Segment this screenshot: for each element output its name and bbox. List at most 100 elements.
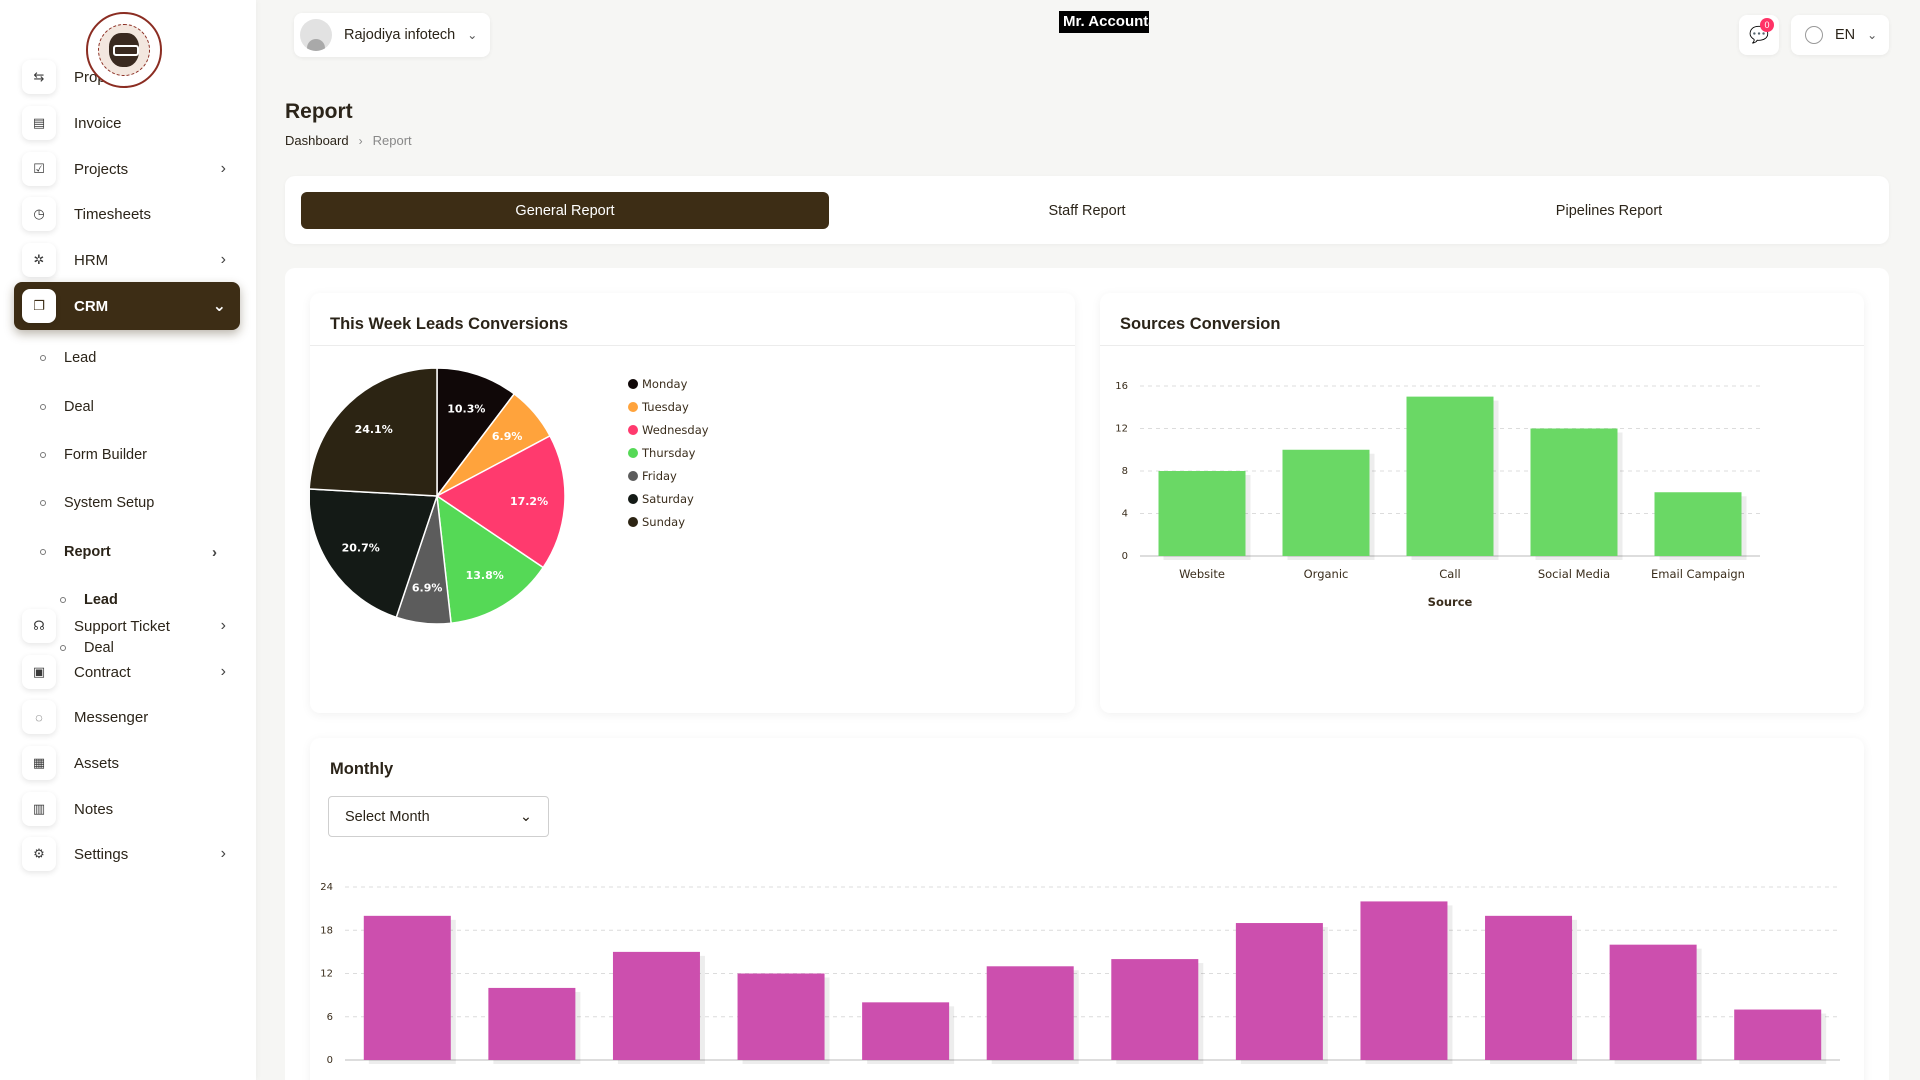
company-switcher[interactable]: Rajodiya infotech ⌄ — [294, 13, 490, 57]
notification-badge: 0 — [1760, 18, 1774, 32]
bullet-icon — [40, 500, 46, 506]
x-tick-label: Social Media — [1538, 567, 1610, 581]
chevron-right-icon: › — [220, 663, 226, 680]
legend-marker — [628, 402, 638, 412]
legend-label: Monday — [642, 377, 688, 391]
pie-slice — [435, 434, 566, 569]
pie-slice — [310, 488, 439, 619]
sources-conversion-card: Sources Conversion 0 4 8 12 16 Website Organic… — [1100, 293, 1864, 713]
monthly-card: Monthly Select Month ⌄ 0 6 12 18 24 — [310, 738, 1864, 1080]
leads-conversion-card: This Week Leads Conversions 10.3% 6.9% 17.… — [310, 293, 1075, 713]
crm-subitem-deal[interactable]: Deal — [40, 392, 94, 422]
messages-button[interactable]: 💬 0 — [1739, 15, 1779, 55]
bar — [363, 915, 451, 1060]
sidebar-item-label: Notes — [74, 800, 114, 818]
gear-icon: ⚙ — [22, 837, 56, 871]
pie-slice — [310, 367, 438, 497]
company-name: Rajodiya infotech — [344, 27, 456, 43]
crm-subitem-system-setup[interactable]: System Setup — [40, 488, 154, 518]
chat-icon: ◌ — [22, 700, 56, 734]
card-title: Sources Conversion — [1120, 315, 1281, 333]
select-month-dropdown[interactable]: Select Month ⌄ — [328, 796, 549, 837]
y-tick-label: 12 — [320, 969, 333, 980]
x-tick-label: Call — [1439, 567, 1460, 581]
bar — [862, 1002, 950, 1060]
crm-subitem-lead[interactable]: Lead — [40, 343, 96, 373]
tab-pipelines-report[interactable]: Pipelines Report — [1555, 202, 1663, 219]
legend-marker — [628, 471, 638, 481]
sidebar-item-projects[interactable]: ☑ Projects › — [14, 145, 240, 193]
sidebar-item-assets[interactable]: ▦ Assets — [14, 739, 240, 787]
crm-subitem-label: Form Builder — [64, 447, 147, 463]
bar — [1485, 915, 1573, 1060]
bar — [1282, 449, 1370, 556]
crm-subitem-form-builder[interactable]: Form Builder — [40, 440, 147, 470]
chevron-right-icon: › — [212, 543, 217, 561]
sidebar-item-messenger[interactable]: ◌ Messenger — [14, 693, 240, 741]
language-switcher[interactable]: EN ⌄ — [1791, 15, 1889, 55]
contract-icon: ▣ — [22, 655, 56, 689]
language-label: EN — [1835, 27, 1856, 43]
pie-data-label: 20.7% — [342, 542, 380, 555]
assets-icon: ▦ — [22, 746, 56, 780]
headset-icon: ☊ — [22, 609, 56, 643]
x-tick-label: Website — [1179, 567, 1225, 581]
sidebar-item-label: Settings — [74, 845, 129, 863]
crm-subitem-label: Deal — [64, 399, 94, 415]
report-subitem-lead[interactable]: Lead — [60, 585, 118, 615]
y-tick-label: 24 — [320, 882, 333, 893]
bar — [1734, 1009, 1822, 1060]
bar — [1654, 492, 1742, 556]
sidebar-item-timesheets[interactable]: ◷ Timesheets — [14, 190, 240, 238]
tab-staff-report[interactable]: Staff Report — [1048, 202, 1126, 219]
legend-marker — [628, 494, 638, 504]
bullet-icon — [40, 549, 46, 555]
bullet-icon — [40, 452, 46, 458]
bullet-icon — [40, 355, 46, 361]
pie-data-label: 24.1% — [355, 423, 393, 436]
sidebar-item-label: Timesheets — [74, 205, 151, 223]
clock-icon: ◷ — [22, 197, 56, 231]
sidebar-item-notes[interactable]: ▥ Notes — [14, 785, 240, 833]
crm-subitem-label: Report — [64, 544, 111, 560]
pie-data-label: 6.9% — [412, 582, 443, 595]
report-subitem-label: Lead — [84, 592, 118, 608]
sidebar-item-support-ticket[interactable]: ☊ Support Ticket › — [14, 602, 240, 650]
bar — [1609, 944, 1697, 1060]
legend-label: Tuesday — [641, 400, 689, 414]
projects-icon: ☑ — [22, 152, 56, 186]
proposal-icon: ⇆ — [22, 60, 56, 94]
sidebar-item-contract[interactable]: ▣ Contract › — [14, 648, 240, 696]
bar — [737, 973, 825, 1060]
select-month-value: Select Month — [345, 808, 430, 825]
sidebar-item-settings[interactable]: ⚙ Settings › — [14, 830, 240, 878]
notes-icon: ▥ — [22, 792, 56, 826]
crm-icon: ❐ — [22, 289, 56, 323]
breadcrumb-dashboard[interactable]: Dashboard — [285, 133, 349, 148]
legend-label: Saturday — [642, 492, 694, 506]
report-subitem-deal[interactable]: Deal — [60, 633, 114, 663]
pie-data-label: 17.2% — [510, 495, 548, 508]
sidebar-item-crm[interactable]: ❐ CRM ⌄ — [14, 282, 240, 330]
sidebar-item-label: CRM — [74, 297, 109, 315]
y-tick-label: 12 — [1115, 424, 1128, 435]
x-tick-label: Organic — [1304, 567, 1349, 581]
y-tick-label: 4 — [1122, 509, 1128, 520]
report-content: This Week Leads Conversions 10.3% 6.9% 17.… — [285, 268, 1889, 1080]
crm-subitem-report[interactable]: Report › — [40, 537, 217, 567]
sidebar-item-label: Invoice — [74, 114, 122, 132]
bullet-icon — [60, 597, 66, 603]
y-tick-label: 6 — [327, 1012, 333, 1023]
tab-general-report[interactable]: General Report — [301, 192, 829, 229]
crm-subitem-label: System Setup — [64, 495, 155, 511]
legend-label: Wednesday — [642, 423, 709, 437]
monthly-bar-chart: 0 6 12 18 24 — [320, 882, 1840, 1066]
legend-marker — [628, 517, 638, 527]
sidebar-item-hrm[interactable]: ✲ HRM › — [14, 236, 240, 284]
sidebar-item-label: Messenger — [74, 708, 149, 726]
chevron-right-icon: › — [220, 160, 226, 177]
y-tick-label: 18 — [320, 925, 333, 936]
sidebar-item-invoice[interactable]: ▤ Invoice — [14, 99, 240, 147]
sidebar-item-label: Assets — [74, 754, 120, 772]
bar — [1111, 959, 1199, 1060]
